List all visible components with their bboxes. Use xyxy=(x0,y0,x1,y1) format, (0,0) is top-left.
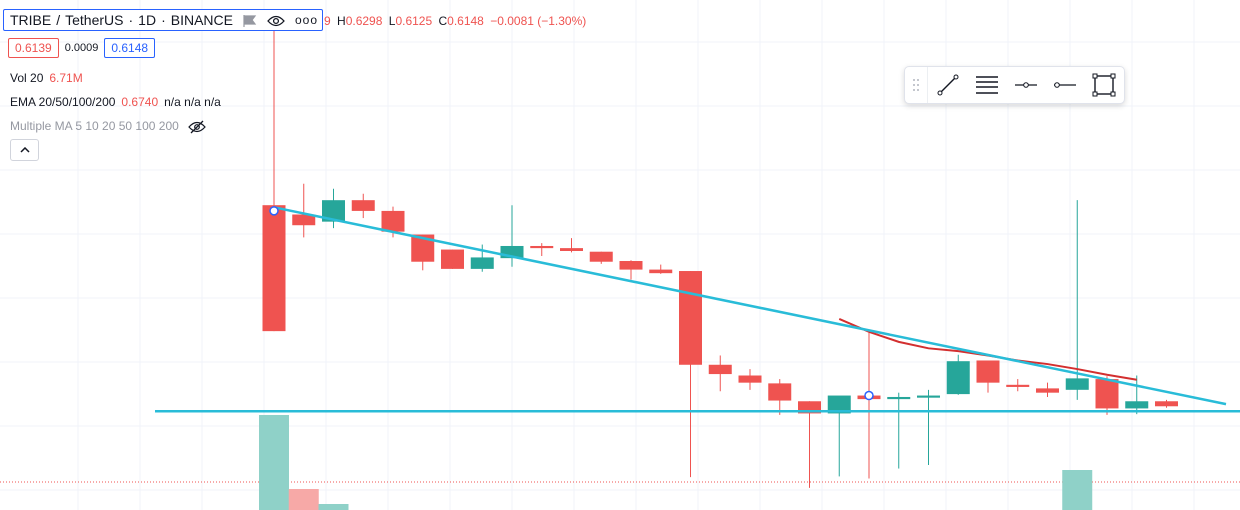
chart-lines xyxy=(155,206,1240,413)
multiple-ma-indicator[interactable]: Multiple MA 5 10 20 50 100 200 xyxy=(10,119,206,134)
close-label: C xyxy=(438,14,448,28)
candles xyxy=(262,15,1178,488)
candle-body xyxy=(649,269,673,274)
candle-body xyxy=(1036,388,1059,393)
low-label: L xyxy=(388,14,396,28)
symbol-separator: / xyxy=(56,12,61,28)
ema-label: EMA 20/50/100/200 xyxy=(10,95,116,109)
candle-body xyxy=(1155,401,1178,407)
volume-bar xyxy=(259,415,289,510)
candle-body xyxy=(322,200,345,222)
candle-body xyxy=(1125,401,1149,409)
open-value-tail: 9 xyxy=(324,14,331,28)
candle-body xyxy=(441,249,464,269)
candle-body xyxy=(887,396,911,400)
candle-body xyxy=(619,261,643,270)
candle-body xyxy=(976,360,1000,383)
candle-body xyxy=(1095,379,1119,409)
candle-body xyxy=(560,248,583,251)
candle-body xyxy=(917,395,940,398)
candle-body xyxy=(1006,384,1030,387)
eye-icon[interactable] xyxy=(267,14,285,27)
quote-currency: TetherUS xyxy=(65,12,124,28)
multiple-ma-label: Multiple MA 5 10 20 50 100 200 xyxy=(10,119,179,133)
volume-bar xyxy=(1062,470,1093,510)
ema-value: 0.6740 xyxy=(121,95,159,109)
fib-retracement-icon[interactable] xyxy=(967,67,1006,103)
trend-line-icon[interactable] xyxy=(928,67,967,103)
ohlc-values: 9 H0.6298 L0.6125 C0.6148 −0.0081 (−1.30… xyxy=(324,14,589,28)
eye-off-icon[interactable] xyxy=(188,120,206,134)
ema-indicator[interactable]: EMA 20/50/100/200 0.6740 n/a n/a n/a xyxy=(10,95,221,109)
sell-price-button[interactable]: 0.6139 xyxy=(8,38,59,58)
dot-separator: · xyxy=(128,12,134,28)
volume-bar xyxy=(318,504,349,510)
descending-trendline xyxy=(273,206,1227,406)
candle-body xyxy=(381,210,405,232)
ema-na-values: n/a n/a n/a xyxy=(164,95,221,109)
volume-indicator[interactable]: Vol 20 6.71M xyxy=(10,71,83,85)
exchange-label: BINANCE xyxy=(170,12,233,28)
horizontal-line-icon[interactable] xyxy=(1045,67,1084,103)
candle-body xyxy=(679,271,702,365)
drag-handle-icon[interactable] xyxy=(905,67,928,103)
candle-body xyxy=(708,364,732,375)
candle-body xyxy=(768,383,792,401)
volume-bar xyxy=(288,489,319,510)
candle-body xyxy=(738,375,762,383)
candle-body xyxy=(262,205,286,332)
collapse-legend-button[interactable] xyxy=(10,139,39,161)
candle-body xyxy=(351,200,375,211)
interval-label: 1D xyxy=(138,12,157,28)
volume-bars xyxy=(259,415,1093,510)
candle-body xyxy=(411,234,435,262)
chevron-up-icon xyxy=(19,147,30,153)
volume-value: 6.71M xyxy=(49,71,83,85)
candle-body xyxy=(292,214,316,226)
symbol-info-box[interactable]: TRIBE / TetherUS · 1D · BINANCE ooo xyxy=(3,9,323,31)
symbol-name: TRIBE xyxy=(10,12,52,28)
drawing-floating-toolbar xyxy=(904,66,1125,104)
horizontal-ray-icon[interactable] xyxy=(1006,67,1045,103)
rectangle-icon[interactable] xyxy=(1084,67,1123,103)
close-value: 0.6148 xyxy=(447,14,484,28)
line-anchor-handle xyxy=(269,206,279,216)
candle-body xyxy=(589,251,613,262)
flag-icon[interactable] xyxy=(243,14,257,27)
line-anchors xyxy=(269,206,874,401)
candle-body xyxy=(827,395,851,414)
dot-separator: · xyxy=(161,12,166,28)
line-anchor-handle xyxy=(864,390,874,401)
candle-body xyxy=(530,245,554,249)
high-value: 0.6298 xyxy=(345,14,383,28)
volume-label: Vol 20 xyxy=(10,71,44,85)
more-icon[interactable]: ooo xyxy=(294,13,318,27)
candle-body xyxy=(470,257,494,269)
buy-price-button[interactable]: 0.6148 xyxy=(104,38,156,58)
buy-sell-prices: 0.6139 0.0009 0.6148 xyxy=(8,38,156,58)
change-value: −0.0081 (−1.30%) xyxy=(490,14,587,28)
high-label: H xyxy=(337,14,346,28)
spread-value: 0.0009 xyxy=(64,42,99,54)
candle-body xyxy=(946,361,970,395)
candle-body xyxy=(1065,378,1089,390)
low-value: 0.6125 xyxy=(395,14,433,28)
